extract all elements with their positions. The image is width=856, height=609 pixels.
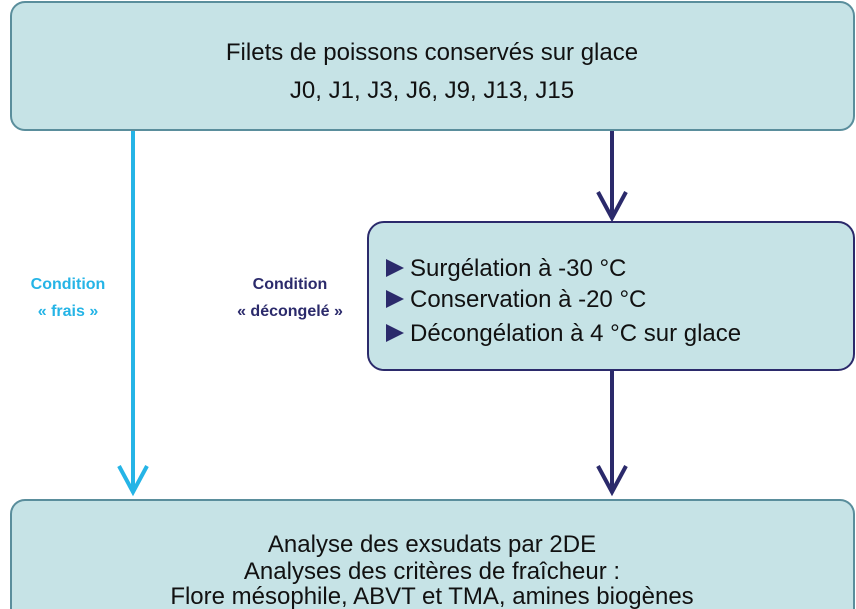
branch-label: « frais » <box>38 303 99 320</box>
bottom-box <box>10 499 855 609</box>
bullet <box>386 290 404 308</box>
bottom-line: Flore mésophile, ABVT et TMA, amines bio… <box>170 583 693 609</box>
bullet <box>386 324 404 342</box>
process-step: Conservation à -20 °C <box>410 286 646 313</box>
bullet <box>386 259 404 277</box>
top-box <box>10 1 855 131</box>
branch-label: Condition <box>31 276 106 293</box>
process-step: Décongélation à 4 °C sur glace <box>410 320 741 347</box>
top-line: Filets de poissons conservés sur glace <box>226 39 638 66</box>
process-step: Surgélation à -30 °C <box>410 255 626 282</box>
top-line: J0, J1, J3, J6, J9, J13, J15 <box>290 77 574 104</box>
arrow-head <box>596 191 628 223</box>
branch-label: « décongelé » <box>237 303 343 320</box>
branch-label: Condition <box>253 276 328 293</box>
arrow-head <box>596 465 628 497</box>
bottom-line: Analyses des critères de fraîcheur : <box>244 558 620 585</box>
process-box <box>367 221 855 371</box>
arrow-head <box>117 465 149 497</box>
bottom-line: Analyse des exsudats par 2DE <box>268 531 596 558</box>
